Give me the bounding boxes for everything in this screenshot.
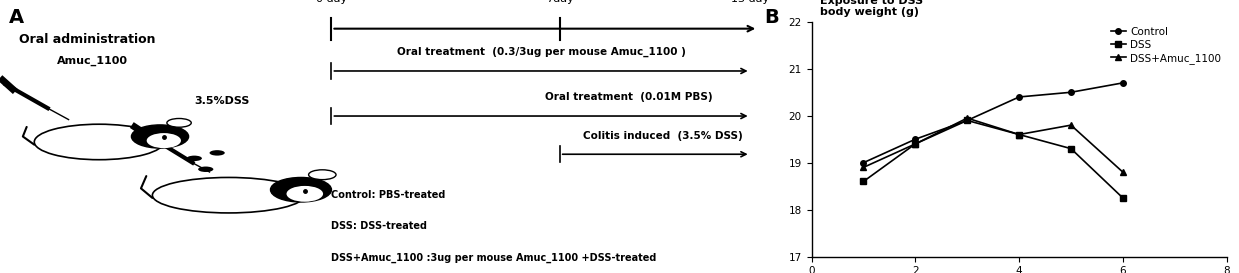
Text: 13 day: 13 day [731, 0, 769, 4]
Text: Oral administration: Oral administration [19, 33, 156, 46]
Line: DSS+Amuc_1100: DSS+Amuc_1100 [861, 115, 1125, 175]
Text: Amuc_1100: Amuc_1100 [57, 55, 128, 66]
Ellipse shape [131, 125, 188, 148]
Circle shape [198, 167, 213, 172]
Circle shape [167, 118, 191, 127]
DSS+Amuc_1100 [856, 166, 871, 169]
Text: 7day: 7day [546, 0, 574, 4]
DSS+Amuc_1100 [1063, 123, 1078, 127]
DSS [960, 119, 975, 122]
DSS [1115, 196, 1130, 200]
Ellipse shape [152, 177, 305, 213]
Control [1063, 91, 1078, 94]
Control [856, 161, 871, 164]
Text: Oral treatment  (0.3/3ug per mouse Amuc_1100 ): Oral treatment (0.3/3ug per mouse Amuc_1… [396, 47, 685, 57]
Ellipse shape [286, 186, 323, 202]
Text: 0 day: 0 day [316, 0, 347, 4]
Text: DSS+Amuc_1100 :3ug per mouse Amuc_1100 +DSS-treated: DSS+Amuc_1100 :3ug per mouse Amuc_1100 +… [332, 253, 657, 263]
Text: DSS: DSS-treated: DSS: DSS-treated [332, 221, 427, 231]
DSS [1063, 147, 1078, 150]
Circle shape [309, 170, 336, 180]
Legend: Control, DSS, DSS+Amuc_1100: Control, DSS, DSS+Amuc_1100 [1106, 22, 1225, 68]
DSS [1011, 133, 1026, 136]
DSS+Amuc_1100 [908, 142, 923, 146]
Control [1011, 95, 1026, 99]
DSS+Amuc_1100 [1115, 170, 1130, 174]
Ellipse shape [146, 133, 181, 148]
Text: 3.5%DSS: 3.5%DSS [195, 96, 250, 106]
Line: Control: Control [861, 80, 1125, 165]
DSS+Amuc_1100 [960, 117, 975, 120]
Circle shape [209, 150, 224, 156]
DSS [856, 180, 871, 183]
Line: DSS: DSS [861, 118, 1125, 201]
Text: Oral treatment  (0.01M PBS): Oral treatment (0.01M PBS) [545, 92, 712, 102]
DSS+Amuc_1100 [1011, 133, 1026, 136]
DSS [908, 142, 923, 146]
Control [908, 138, 923, 141]
Circle shape [187, 156, 202, 161]
Text: Colitis induced  (3.5% DSS): Colitis induced (3.5% DSS) [582, 130, 742, 141]
Control [960, 119, 975, 122]
Text: B: B [764, 8, 779, 27]
Text: Exposure to DSS
body weight (g): Exposure to DSS body weight (g) [820, 0, 923, 17]
Text: Control: PBS-treated: Control: PBS-treated [332, 190, 446, 200]
Control [1115, 81, 1130, 85]
Ellipse shape [270, 177, 332, 202]
Ellipse shape [35, 124, 164, 160]
Text: A: A [9, 8, 25, 27]
